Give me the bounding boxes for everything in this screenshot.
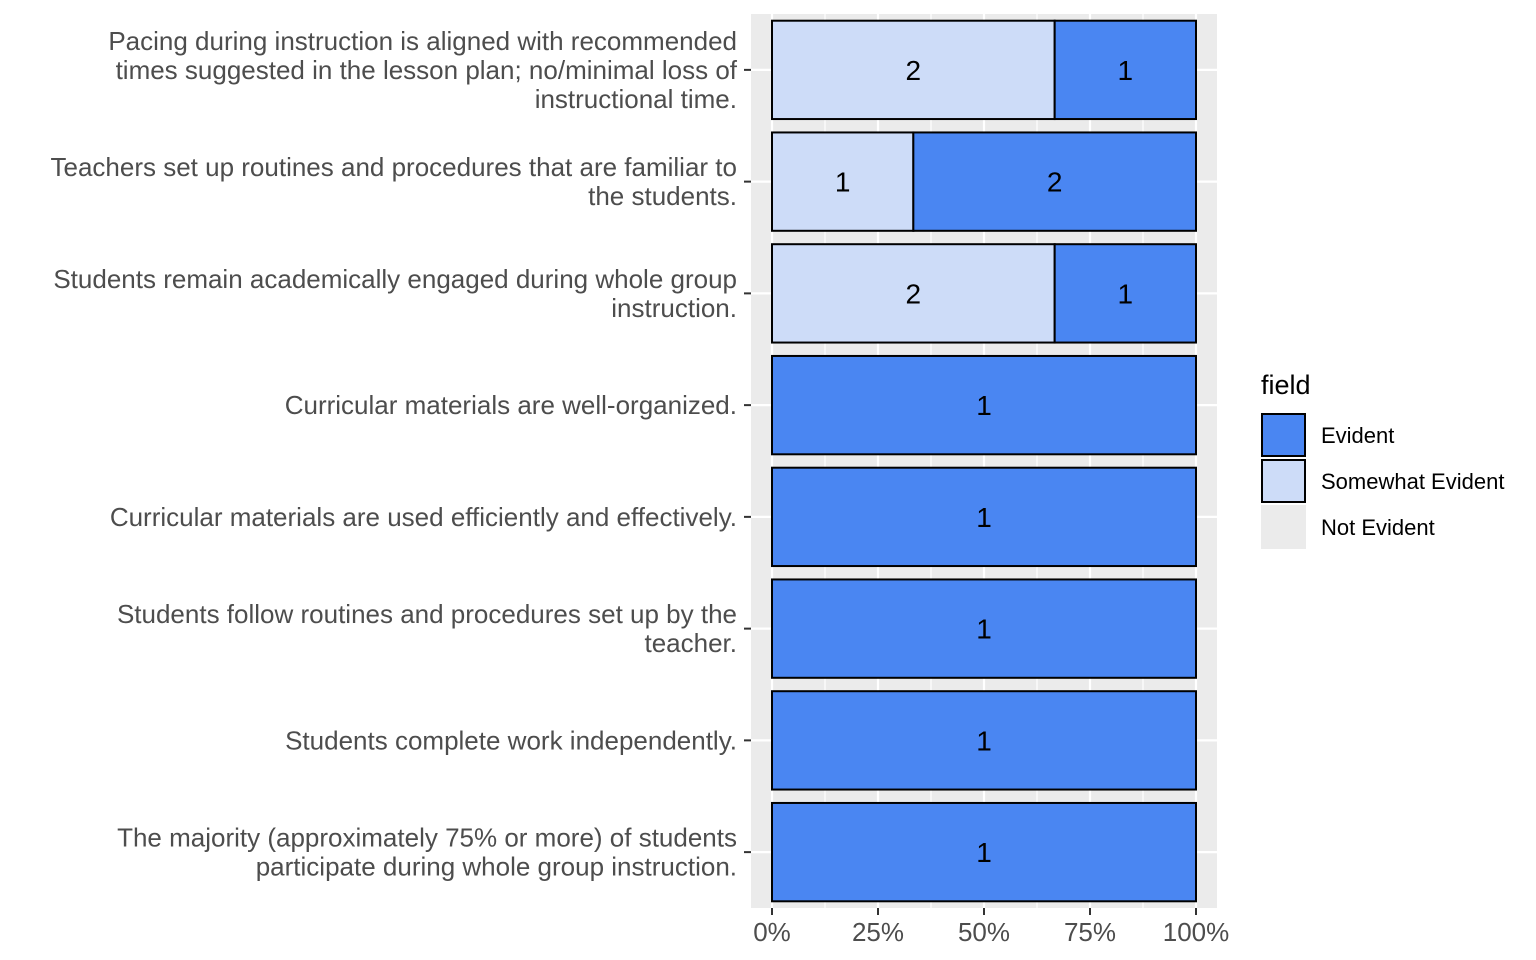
bar-segment	[771, 801, 1197, 903]
bar-value-label: 1	[1118, 55, 1134, 86]
bar-value-label: 1	[976, 725, 992, 756]
x-tick-label: 0%	[753, 917, 791, 947]
bar-segment	[771, 19, 1056, 121]
bar-segment	[1053, 243, 1197, 344]
legend-label: Somewhat Evident	[1321, 469, 1504, 494]
legend-swatch	[1261, 459, 1306, 503]
x-tick-label: 50%	[958, 917, 1010, 947]
bar-segment	[771, 578, 1197, 679]
bar-value-label: 1	[1118, 278, 1134, 309]
category-label: Pacing during instruction is aligned wit…	[108, 26, 737, 114]
bar-segment	[771, 131, 915, 232]
x-tick-label: 25%	[852, 917, 904, 947]
y-axis: Pacing during instruction is aligned wit…	[51, 26, 751, 882]
legend-title: field	[1261, 370, 1311, 400]
legend-swatch	[1261, 413, 1306, 457]
legend-label: Not Evident	[1321, 515, 1435, 540]
category-label: Teachers set up routines and procedures …	[51, 152, 738, 211]
bar-labels: 2 1 1 2 2 1 1 1 1 1 1	[835, 55, 1133, 868]
x-tick-label: 100%	[1163, 917, 1230, 947]
bar-segment	[771, 354, 1197, 456]
x-axis: 0% 25% 50% 75% 100%	[753, 908, 1229, 947]
bar-value-label: 2	[906, 55, 922, 86]
legend-key-bg	[1261, 505, 1306, 549]
category-label: Students follow routines and procedures …	[117, 599, 737, 658]
legend-label: Evident	[1321, 423, 1394, 448]
bar-segment	[912, 131, 1197, 232]
category-label: Curricular materials are well-organized.	[285, 390, 737, 420]
bar-value-label: 1	[976, 502, 992, 533]
legend: field Evident Somewhat Evident Not Evident	[1261, 370, 1504, 549]
category-label: Curricular materials are used efficientl…	[110, 502, 737, 532]
bar-value-label: 1	[835, 167, 851, 198]
bars	[771, 19, 1197, 903]
bar-segment	[771, 466, 1197, 568]
category-label: Students remain academically engaged dur…	[53, 264, 737, 323]
category-label: The majority (approximately 75% or more)…	[117, 823, 737, 882]
bar-value-label: 1	[976, 614, 992, 645]
bar-value-label: 1	[976, 390, 992, 421]
x-tick-label: 75%	[1064, 917, 1116, 947]
bar-value-label: 2	[906, 278, 922, 309]
category-label: Students complete work independently.	[285, 725, 737, 755]
bar-segment	[771, 690, 1197, 791]
bar-value-label: 1	[976, 837, 992, 868]
bar-segment	[1053, 19, 1197, 121]
bar-value-label: 2	[1047, 167, 1063, 198]
